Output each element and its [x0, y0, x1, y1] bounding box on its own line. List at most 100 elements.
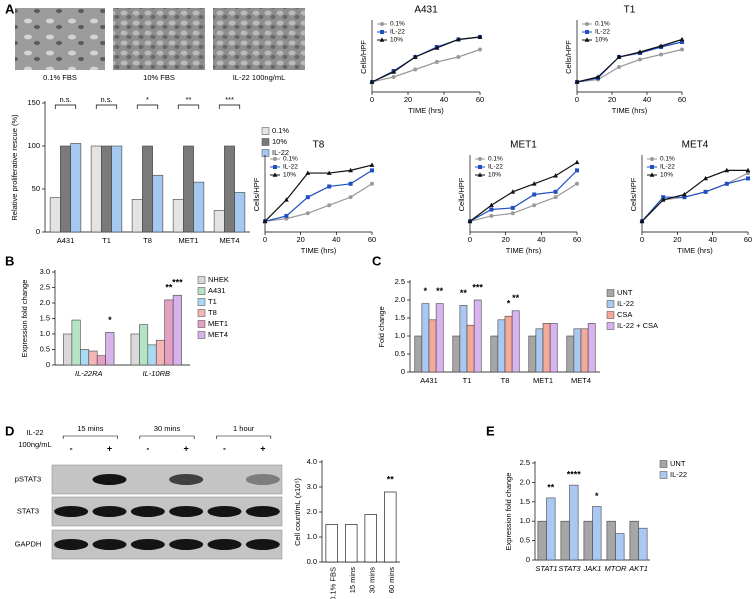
data-point [682, 191, 687, 197]
legend-marker [478, 157, 482, 161]
legend-swatch [659, 460, 668, 468]
blot-band [207, 539, 242, 550]
x-tick-label: STAT1 [535, 564, 557, 573]
blot-band [207, 506, 242, 517]
y-axis-label: Expression fold change [504, 473, 513, 551]
bar [504, 315, 513, 373]
bar [546, 497, 556, 561]
data-point [703, 175, 708, 181]
legend-marker [380, 30, 384, 34]
series-line [469, 169, 578, 222]
x-tick-label: 60 [476, 95, 484, 104]
x-tick-label: 60 [744, 235, 752, 244]
micrograph [113, 8, 205, 70]
blot-band [169, 474, 204, 485]
bar [542, 323, 551, 373]
x-tick-label: 20 [296, 235, 304, 244]
legend-marker [584, 37, 590, 42]
blot-band [245, 506, 280, 517]
data-point [510, 189, 516, 194]
y-tick-label: 150 [27, 98, 40, 107]
legend-label: 0.1% [283, 156, 298, 163]
data-point [412, 54, 418, 59]
data-point [477, 34, 483, 39]
y-tick-label: 0 [401, 367, 405, 376]
series-line [371, 48, 481, 83]
data-point [284, 213, 289, 218]
y-axis-label: Expression fold change [20, 280, 29, 358]
y-tick-label: 3.0 [40, 267, 50, 276]
y-axis-label: Cells/HPF [457, 177, 466, 211]
data-point [724, 181, 729, 186]
panel-label: E [486, 423, 495, 438]
blot-band [92, 539, 127, 550]
significance-label: ** [547, 482, 555, 492]
lane-label: - [70, 443, 73, 453]
data-point [553, 189, 558, 194]
legend-label: 10% [595, 37, 608, 44]
legend-label: MET4 [208, 330, 228, 339]
blot-band [245, 474, 280, 485]
legend-label: NHEK [208, 275, 229, 284]
x-tick-label: 40 [332, 235, 340, 244]
bar [580, 328, 589, 373]
significance-label: n.s. [100, 95, 112, 104]
panel-label: A [5, 1, 15, 16]
bar [101, 145, 112, 233]
lane-label: - [146, 443, 149, 453]
x-tick-label: 40 [440, 95, 448, 104]
blot-strip [51, 529, 283, 560]
blot-treatment: 100ng/mL [18, 440, 51, 449]
significance-label: *** [472, 282, 483, 292]
legend-label: T1 [208, 297, 217, 306]
x-tick-label: 20 [608, 95, 616, 104]
legend-label: 10% [390, 37, 403, 44]
blot-band [92, 474, 127, 485]
bar [638, 527, 648, 561]
bar [384, 491, 397, 563]
x-tick-label: 40 [537, 235, 545, 244]
significance-bracket [218, 104, 241, 109]
x-tick-label: A431 [420, 376, 438, 385]
micrograph [15, 8, 105, 70]
lane-label: - [223, 443, 226, 453]
data-point [467, 218, 473, 224]
western-blot: pSTAT3 STAT3 GAPDH - + - + - +15 mins 30 mins 1 ho… [15, 424, 283, 560]
data-point [262, 218, 268, 224]
legend-label: MET1 [208, 319, 228, 328]
blot-row-label: GAPDH [15, 539, 42, 548]
bar [183, 145, 194, 233]
y-tick-label: 0.5 [395, 349, 405, 358]
legend-marker [649, 172, 655, 177]
data-point [391, 75, 396, 79]
bar [71, 319, 81, 366]
legend-marker [273, 165, 277, 169]
x-tick-label: 40 [643, 95, 651, 104]
y-tick-label: 1.5 [40, 313, 50, 322]
chart-title: MET4 [682, 140, 709, 151]
data-point [305, 195, 310, 200]
y-tick-label: 0 [526, 555, 530, 564]
x-tick-label: 60 mins [387, 567, 396, 594]
bar [528, 335, 537, 373]
legend-label: UNT [617, 288, 633, 297]
data-point [348, 195, 353, 200]
bar [172, 294, 182, 366]
y-tick-label: 0 [36, 227, 40, 236]
blot-row-label: pSTAT3 [15, 474, 41, 483]
panel-label: D [5, 423, 14, 438]
legend-swatch [606, 322, 615, 330]
x-tick-label: AKT1 [628, 564, 648, 573]
x-tick-label: T8 [143, 236, 152, 245]
data-point [575, 168, 579, 173]
data-point [510, 211, 515, 216]
bar [88, 350, 98, 366]
data-point [326, 170, 332, 175]
y-tick-label: 100 [27, 141, 40, 150]
legend-label: 10% [660, 172, 673, 179]
y-tick-label: 1.5 [520, 497, 530, 506]
data-point [659, 52, 663, 57]
x-axis-label: TIME (hrs) [301, 246, 337, 255]
y-tick-label: 4.0 [307, 457, 317, 466]
